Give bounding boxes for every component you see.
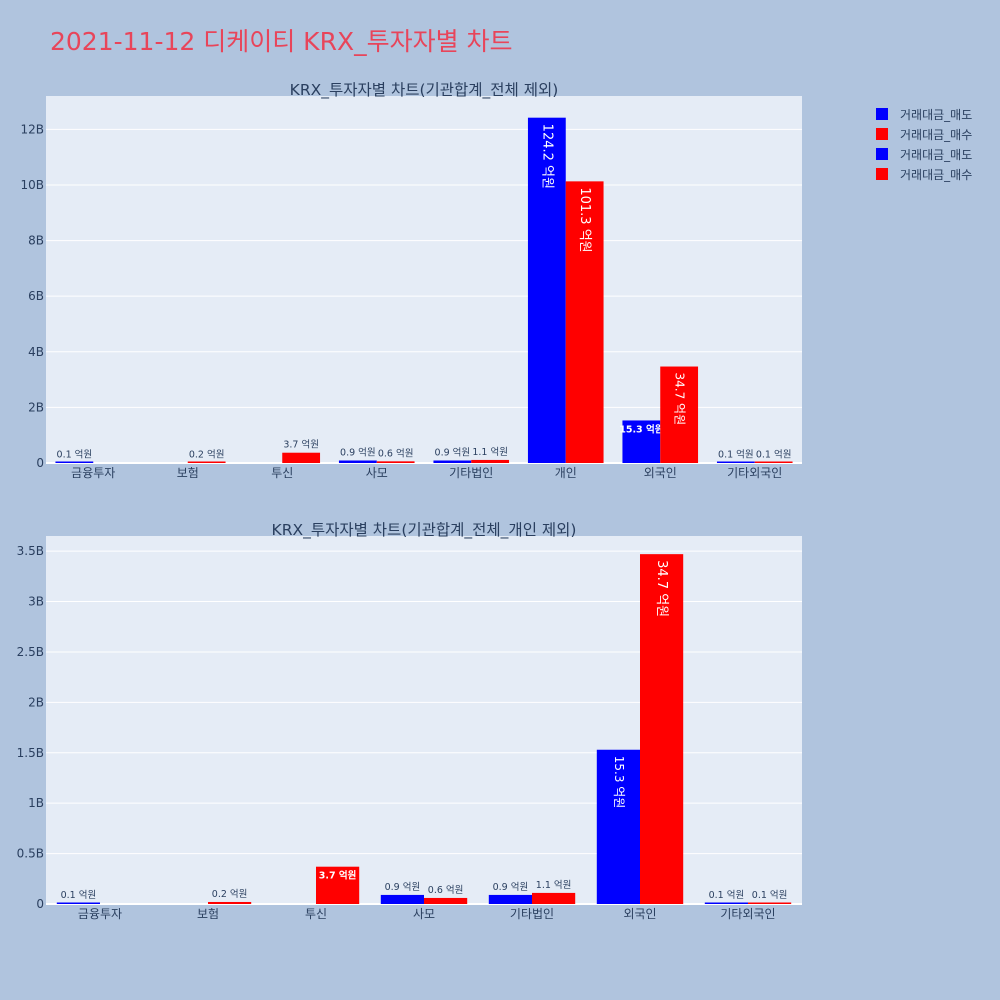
y-tick-label: 1B [28, 796, 44, 810]
data-label: 0.2 억원 [212, 888, 248, 900]
bar [208, 901, 252, 904]
y-tick-label: 2.5B [17, 645, 44, 659]
data-label: 0.9 억원 [385, 881, 421, 893]
data-label: 1.1 억원 [536, 879, 572, 891]
bar [596, 749, 640, 904]
x-tick-label: 외국인 [623, 907, 656, 921]
x-tick-label: 금융투자 [78, 907, 122, 921]
x-tick-label: 기타법인 [449, 466, 493, 480]
bar [704, 902, 748, 904]
data-label: 3.7 억원 [319, 870, 357, 882]
y-tick-label: 2B [28, 400, 44, 414]
legend-swatch [876, 168, 888, 180]
bar [55, 461, 94, 463]
legend-item-buy-2[interactable]: 거래대금_매수 [868, 164, 972, 184]
legend-swatch [876, 128, 888, 140]
legend-label: 거래대금_매도 [900, 107, 973, 122]
bar [376, 461, 415, 463]
y-tick-label: 10B [20, 178, 44, 192]
legend[interactable]: 거래대금_매도 거래대금_매수 거래대금_매도 거래대금_매수 [868, 104, 972, 184]
chart-title: KRX_투자자별 차트(기관합계_전체_개인 제외) [272, 521, 577, 540]
data-label: 124.2 억원 [539, 124, 554, 189]
data-label: 15.3 억원 [612, 756, 626, 809]
legend-label: 거래대금_매수 [900, 167, 973, 182]
bar [380, 894, 424, 904]
bar [532, 892, 576, 904]
data-label: 0.1 억원 [756, 449, 792, 461]
data-label: 0.6 억원 [378, 447, 414, 459]
data-label: 0.2 억원 [189, 448, 225, 460]
data-label: 0.1 억원 [752, 889, 788, 901]
data-label: 0.9 억원 [340, 446, 376, 458]
x-tick-label: 기타외국인 [720, 907, 775, 921]
bar [640, 554, 684, 904]
bar [488, 894, 532, 904]
bar [754, 461, 793, 463]
legend-label: 거래대금_매도 [900, 147, 973, 162]
y-tick-label: 0.5B [17, 847, 44, 861]
x-tick-label: 보험 [197, 907, 219, 921]
x-tick-label: 기타법인 [510, 907, 554, 921]
y-tick-label: 8B [28, 234, 44, 248]
bar [338, 460, 377, 463]
bar [282, 452, 321, 463]
bar [527, 117, 566, 463]
page-title: 2021-11-12 디케이티 KRX_투자자별 차트 [50, 27, 513, 56]
bar [660, 366, 699, 463]
legend-swatch [876, 108, 888, 120]
data-label: 0.9 억원 [435, 446, 471, 458]
data-label: 3.7 억원 [283, 439, 319, 451]
bar [424, 897, 468, 904]
plot-area [46, 536, 802, 904]
data-label: 0.9 억원 [493, 881, 529, 893]
y-tick-label: 4B [28, 345, 44, 359]
legend-item-sell-1[interactable]: 거래대금_매도 [868, 104, 972, 124]
data-label: 34.7 억원 [673, 373, 687, 426]
bar [565, 181, 604, 464]
y-tick-label: 12B [20, 122, 44, 136]
x-tick-label: 투신 [305, 907, 327, 921]
legend-label: 거래대금_매수 [900, 127, 973, 142]
legend-item-buy-1[interactable]: 거래대금_매수 [868, 124, 972, 144]
y-tick-label: 0 [36, 897, 44, 911]
bar [471, 459, 510, 463]
bar [56, 902, 100, 904]
chart-title: KRX_투자자별 차트(기관합계_전체 제외) [290, 81, 559, 100]
y-tick-label: 6B [28, 289, 44, 303]
x-tick-label: 외국인 [644, 466, 677, 480]
x-tick-label: 투신 [271, 466, 293, 480]
x-tick-label: 사모 [413, 907, 435, 921]
bar [187, 461, 226, 463]
bar [716, 461, 755, 463]
y-tick-label: 1.5B [17, 746, 44, 760]
bar [622, 420, 661, 463]
x-tick-label: 보험 [177, 466, 199, 480]
data-label: 0.1 억원 [709, 889, 745, 901]
bar [748, 902, 792, 904]
legend-swatch [876, 148, 888, 160]
data-label: 101.3 억원 [577, 187, 592, 252]
data-label: 1.1 억원 [472, 446, 508, 458]
x-tick-label: 기타외국인 [727, 466, 782, 480]
data-label: 15.3 억원 [619, 423, 663, 435]
data-label: 0.1 억원 [57, 449, 93, 461]
data-label: 0.6 억원 [428, 884, 464, 896]
legend-item-sell-2[interactable]: 거래대금_매도 [868, 144, 972, 164]
data-label: 0.1 억원 [718, 449, 754, 461]
data-label: 0.1 억원 [61, 889, 97, 901]
bar [433, 460, 472, 463]
y-tick-label: 0 [36, 456, 44, 470]
data-label: 34.7 억원 [654, 560, 669, 617]
bar [316, 866, 360, 904]
x-tick-label: 금융투자 [71, 466, 115, 480]
x-tick-label: 개인 [555, 466, 577, 480]
y-tick-label: 2B [28, 695, 44, 709]
x-tick-label: 사모 [366, 466, 388, 480]
y-tick-label: 3B [28, 595, 44, 609]
y-tick-label: 3.5B [17, 544, 44, 558]
